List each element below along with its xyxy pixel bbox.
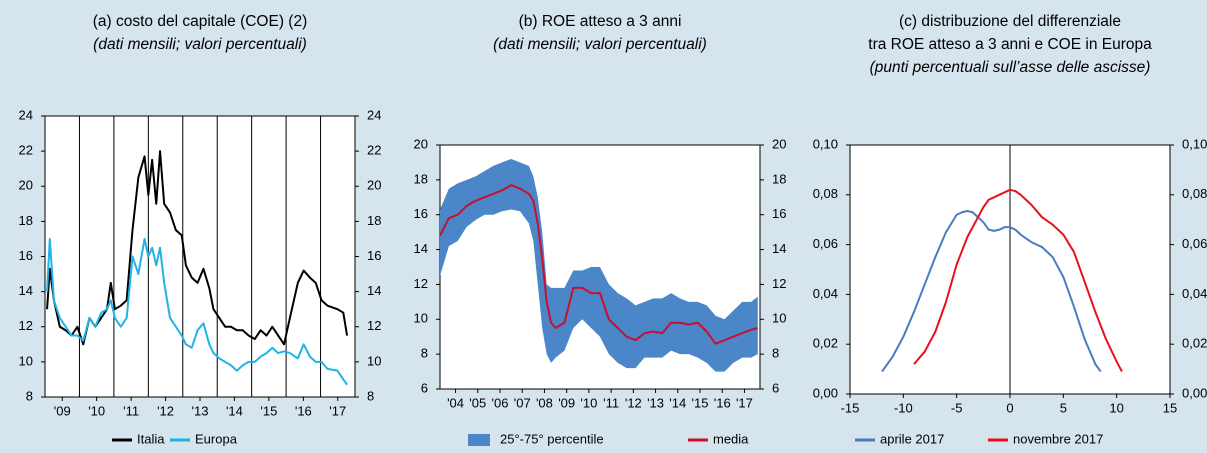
x-tick-label: '14: [669, 395, 686, 410]
y-tick-label: 8: [421, 346, 428, 361]
y2-tick-label: 18: [367, 213, 381, 228]
y-tick-label: 6: [421, 380, 428, 395]
legend-label: media: [713, 431, 749, 446]
y2-tick-label: 12: [772, 276, 786, 291]
chart-title: (b) ROE atteso a 3 anni: [519, 13, 682, 30]
y2-tick-label: 10: [367, 353, 381, 368]
line: [46, 237, 348, 386]
x-tick-label: '16: [295, 403, 312, 418]
y-tick-label: 20: [19, 178, 33, 193]
y-tick-label: 18: [414, 171, 428, 186]
plot-area: [44, 115, 356, 398]
chart-title: (c) distribuzione del differenziale: [899, 13, 1121, 30]
y2-tick-label: 20: [772, 136, 786, 151]
y-tick-label: 20: [414, 136, 428, 151]
legend-label: Italia: [137, 431, 165, 446]
y2-tick-label: 20: [367, 178, 381, 193]
x-tick-label: '08: [536, 395, 553, 410]
y-tick-label: 10: [19, 353, 33, 368]
y-tick-label: 22: [19, 143, 33, 158]
x-tick-label: '11: [123, 403, 139, 418]
y2-tick-label: 8: [367, 388, 374, 403]
y-tick-label: 0,00: [813, 385, 838, 400]
x-tick-label: '05: [469, 395, 486, 410]
x-tick-label: '15: [692, 395, 709, 410]
x-tick-label: '15: [260, 403, 277, 418]
chart-subtitle: (punti percentuali sull’asse delle ascis…: [870, 59, 1151, 76]
y-tick-label: 12: [19, 318, 33, 333]
y2-tick-label: 12: [367, 318, 381, 333]
y2-tick-label: 22: [367, 143, 381, 158]
x-tick-label: 5: [1060, 400, 1067, 415]
chart-subtitle: (dati mensili; valori percentuali): [493, 36, 707, 53]
y-tick-label: 0,06: [813, 236, 838, 251]
x-tick-label: '17: [736, 395, 753, 410]
x-tick-label: '12: [157, 403, 174, 418]
chart-subtitle: (dati mensili; valori percentuali): [93, 36, 307, 53]
x-tick-label: '14: [226, 403, 243, 418]
legend-label: novembre 2017: [1013, 431, 1103, 446]
line: [881, 209, 1102, 373]
line: [913, 188, 1123, 373]
y-tick-label: 0,08: [813, 186, 838, 201]
x-tick-label: '13: [647, 395, 664, 410]
y2-tick-label: 16: [367, 248, 381, 263]
y2-tick-label: 0,06: [1182, 236, 1207, 251]
band: [440, 158, 758, 372]
y-tick-label: 18: [19, 213, 33, 228]
legend-label: 25°-75° percentile: [500, 431, 604, 446]
legend-label: Europa: [195, 431, 238, 446]
y-tick-label: 8: [26, 388, 33, 403]
x-tick-label: '10: [88, 403, 105, 418]
y-tick-label: 0,10: [813, 136, 838, 151]
x-tick-label: -15: [841, 400, 860, 415]
legend-label: aprile 2017: [880, 431, 944, 446]
x-tick-label: '09: [558, 395, 575, 410]
line: [439, 184, 759, 345]
x-tick-label: -10: [894, 400, 913, 415]
y2-tick-label: 0,02: [1182, 336, 1207, 351]
y-tick-label: 10: [414, 311, 428, 326]
x-tick-label: '12: [625, 395, 642, 410]
y-tick-label: 16: [19, 248, 33, 263]
y2-tick-label: 0,08: [1182, 186, 1207, 201]
y2-tick-label: 6: [772, 380, 779, 395]
y-tick-label: 0,04: [813, 286, 838, 301]
y-tick-label: 14: [414, 241, 428, 256]
x-tick-label: '16: [714, 395, 731, 410]
y2-tick-label: 24: [367, 107, 381, 122]
x-tick-label: '07: [514, 395, 531, 410]
y2-tick-label: 0,00: [1182, 385, 1207, 400]
x-tick-label: '04: [447, 395, 464, 410]
x-tick-label: 15: [1163, 400, 1177, 415]
y2-tick-label: 10: [772, 311, 786, 326]
y-tick-label: 0,02: [813, 336, 838, 351]
x-tick-label: '09: [54, 403, 71, 418]
x-tick-label: '10: [580, 395, 597, 410]
y2-tick-label: 0,10: [1182, 136, 1207, 151]
x-tick-label: '13: [192, 403, 209, 418]
x-tick-label: '06: [492, 395, 509, 410]
y-tick-label: 16: [414, 206, 428, 221]
x-tick-label: -5: [951, 400, 963, 415]
y2-tick-label: 14: [367, 283, 381, 298]
y2-tick-label: 14: [772, 241, 786, 256]
chart-title: tra ROE atteso a 3 anni e COE in Europa: [868, 36, 1152, 53]
x-tick-label: 0: [1006, 400, 1013, 415]
y-tick-label: 14: [19, 283, 33, 298]
x-tick-label: '11: [603, 395, 619, 410]
y2-tick-label: 16: [772, 206, 786, 221]
y2-tick-label: 0,04: [1182, 286, 1207, 301]
legend-swatch: [468, 434, 490, 446]
chart-title: (a) costo del capitale (COE) (2): [93, 13, 308, 30]
y2-tick-label: 8: [772, 346, 779, 361]
x-tick-label: 10: [1109, 400, 1123, 415]
y2-tick-label: 18: [772, 171, 786, 186]
y-tick-label: 24: [19, 107, 33, 122]
x-tick-label: '17: [329, 403, 346, 418]
y-tick-label: 12: [414, 276, 428, 291]
